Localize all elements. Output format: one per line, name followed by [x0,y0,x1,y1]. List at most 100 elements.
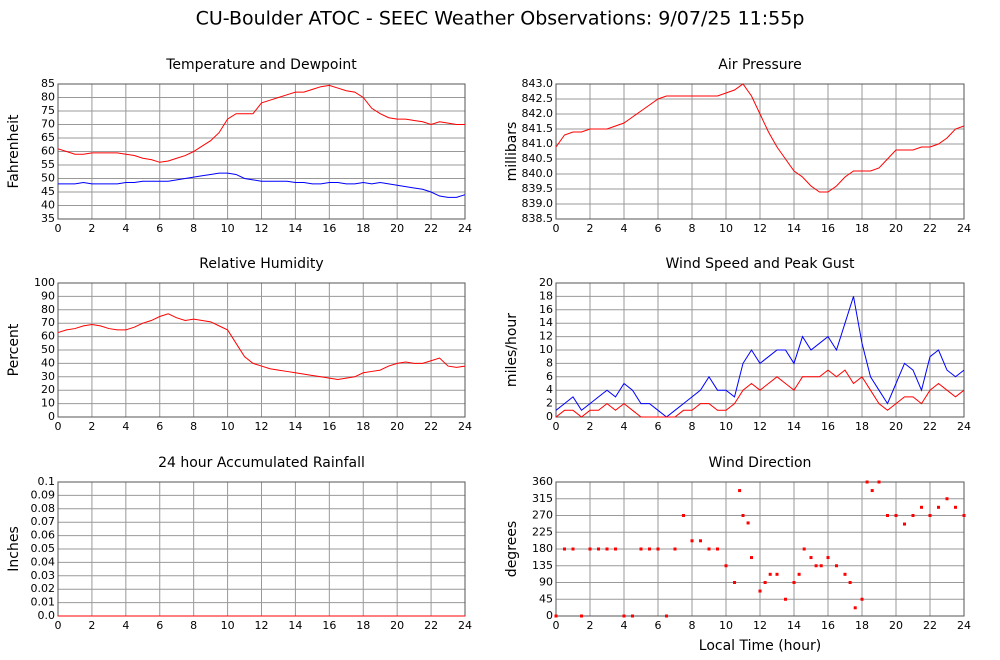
y-tick-label: 0.04 [31,555,56,568]
x-tick-label: 2 [587,222,594,235]
y-tick-label: 841.5 [522,122,554,135]
x-tick-label: 24 [957,420,971,433]
x-tick-label: 18 [855,619,869,632]
data-point [894,514,898,517]
data-point [639,547,643,551]
x-tick-label: 20 [390,222,404,235]
y-tick-label: 839.0 [522,197,554,210]
x-tick-label: 14 [288,222,302,235]
data-point [928,514,932,517]
y-tick-label: 90 [41,289,55,302]
data-point [826,556,830,560]
data-point [631,614,634,618]
data-line [58,172,466,198]
x-tick-label: 24 [458,619,472,632]
data-point [622,614,626,618]
data-point [775,572,779,576]
plot-frame [555,83,965,220]
data-point [707,547,711,551]
plot-frame [57,282,466,418]
y-tick-label: 6 [546,370,553,383]
y-tick-label: 843.0 [522,77,554,90]
x-tick-label: 18 [356,619,370,632]
x-tick-label: 2 [587,420,594,433]
data-point [741,514,745,517]
y-tick-label: 360 [532,475,553,488]
y-tick-label: 18 [539,289,553,302]
x-tick-label: 20 [889,222,903,235]
x-tick-label: 16 [322,222,336,235]
x-tick-label: 6 [156,619,163,632]
y-tick-label: 0 [546,410,553,423]
x-tick-label: 18 [855,420,869,433]
x-tick-label: 20 [889,420,903,433]
chart-panel: Temperature and DewpointFahrenheit354045… [6,57,472,235]
y-tick-label: 70 [41,118,55,131]
chart-panel: Air Pressure millibars 838.5 839.0 839.5 840.… [504,57,971,235]
data-point [665,614,668,618]
data-point [554,614,558,618]
y-tick-label: 45 [539,592,553,605]
data-point [758,589,762,593]
x-tick-label: 12 [753,420,767,433]
plot-frame [555,481,965,617]
data-point [690,539,694,543]
x-tick-label: 8 [689,222,696,235]
data-point [784,597,787,601]
data-point [597,547,600,551]
x-tick-label: 22 [424,619,438,632]
data-point [937,505,940,509]
y-tick-label: 70 [41,316,55,329]
x-tick-label: 0 [553,420,560,433]
y-tick-label: 180 [532,542,553,555]
x-tick-label: 12 [753,619,767,632]
data-line [555,83,965,193]
data-line [57,313,466,380]
data-point [580,614,583,618]
y-tick-label: 30 [41,370,55,383]
y-tick-label: 0.01 [31,596,56,609]
x-axis-label: Local Time (hour) [699,638,821,654]
data-point [588,547,592,551]
y-tick-label: 60 [41,330,55,343]
x-tick-label: 22 [923,619,937,632]
x-tick-label: 2 [88,420,95,433]
page-title: CU-Boulder ATOC - SEEC Weather Observati… [196,8,805,30]
x-tick-label: 8 [190,222,197,235]
y-tick-label: 0.08 [31,502,56,515]
chart-title: Wind Speed and Peak Gust [666,256,855,272]
x-tick-label: 14 [787,222,801,235]
data-point [802,547,806,551]
y-tick-label: 60 [41,145,55,158]
x-tick-label: 4 [122,619,129,632]
y-tick-label: 135 [532,559,553,572]
chart-title: Wind Direction [709,455,812,471]
data-point [853,606,857,610]
y-tick-label: 840.5 [522,152,554,165]
x-tick-label: 14 [288,619,302,632]
x-tick-label: 20 [889,619,903,632]
x-tick-label: 24 [957,619,971,632]
y-tick-label: 65 [41,131,55,144]
data-point [886,514,889,517]
data-point [797,572,801,576]
x-tick-label: 22 [923,420,937,433]
y-tick-label: 315 [532,492,553,505]
y-tick-label: 2 [546,397,553,410]
x-tick-label: 6 [655,222,662,235]
x-tick-label: 0 [55,420,62,433]
y-tick-label: 0.09 [31,488,56,501]
y-tick-label: 75 [41,104,55,117]
data-line [555,369,965,418]
data-point [877,480,881,484]
x-tick-label: 10 [719,222,733,235]
y-tick-label: 10 [539,343,553,356]
x-tick-label: 8 [190,619,197,632]
x-tick-label: 14 [787,420,801,433]
y-tick-label: 4 [546,383,553,396]
x-tick-label: 0 [553,619,560,632]
data-point [563,547,566,551]
y-tick-label: 50 [41,343,55,356]
x-tick-label: 10 [221,619,235,632]
y-tick-label: 0.0 [38,609,56,622]
